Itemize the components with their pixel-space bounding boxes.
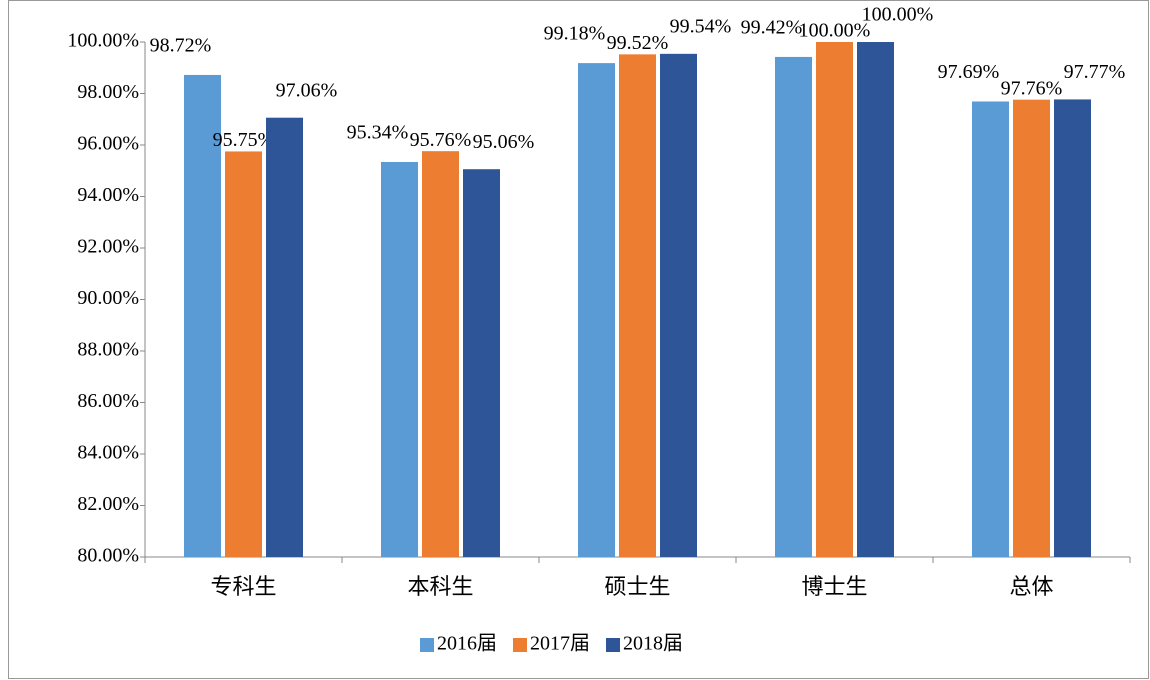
y-tick-label: 80.00% [77, 545, 139, 567]
legend-label: 2017届 [530, 633, 590, 655]
value-label: 95.76% [410, 129, 472, 151]
y-tick-label: 84.00% [77, 442, 139, 464]
value-label: 99.18% [544, 23, 606, 45]
bar [578, 63, 615, 558]
chart-border [8, 0, 1149, 679]
value-label: 97.06% [276, 79, 338, 101]
y-tick-label: 82.00% [77, 493, 139, 515]
bar [816, 42, 853, 557]
y-tick-label: 90.00% [77, 287, 139, 309]
y-tick-label: 92.00% [77, 236, 139, 258]
value-label: 97.77% [1064, 61, 1126, 83]
value-label: 98.72% [150, 35, 212, 57]
value-label: 100.00% [799, 20, 871, 42]
y-tick-label: 96.00% [77, 133, 139, 155]
value-label: 95.75% [213, 129, 275, 151]
value-label: 95.34% [347, 122, 409, 144]
bar [619, 54, 656, 558]
y-tick-label: 100.00% [67, 30, 139, 52]
bar [422, 151, 459, 557]
bar [775, 56, 812, 558]
legend-swatch [513, 638, 527, 652]
x-tick-label: 总体 [1009, 574, 1053, 599]
x-tick-label: 硕士生 [604, 574, 670, 599]
y-tick-label: 98.00% [77, 81, 139, 103]
bar [1054, 99, 1091, 558]
bar [660, 53, 697, 557]
value-label: 95.06% [473, 131, 535, 153]
legend-label: 2018届 [623, 633, 683, 655]
value-label: 97.69% [938, 61, 1000, 83]
bar [463, 169, 500, 557]
value-label: 97.76% [1001, 77, 1063, 99]
bar [184, 74, 221, 558]
value-label: 99.42% [741, 17, 803, 39]
y-tick-label: 86.00% [77, 390, 139, 412]
x-tick-label: 专科生 [210, 574, 276, 599]
legend-swatch [420, 638, 434, 652]
y-tick-label: 94.00% [77, 184, 139, 206]
legend-label: 2016届 [437, 633, 497, 655]
bar [266, 117, 303, 557]
bar [857, 42, 894, 557]
bar [1013, 99, 1050, 558]
value-label: 99.52% [607, 32, 669, 54]
x-tick-label: 本科生 [407, 574, 473, 599]
bar [225, 151, 262, 557]
bar [381, 161, 418, 557]
bar [972, 101, 1009, 558]
x-tick-label: 博士生 [801, 574, 867, 599]
legend-swatch [606, 638, 620, 652]
value-label: 99.54% [670, 15, 732, 37]
value-label: 100.00% [862, 4, 934, 26]
y-tick-label: 88.00% [77, 339, 139, 361]
